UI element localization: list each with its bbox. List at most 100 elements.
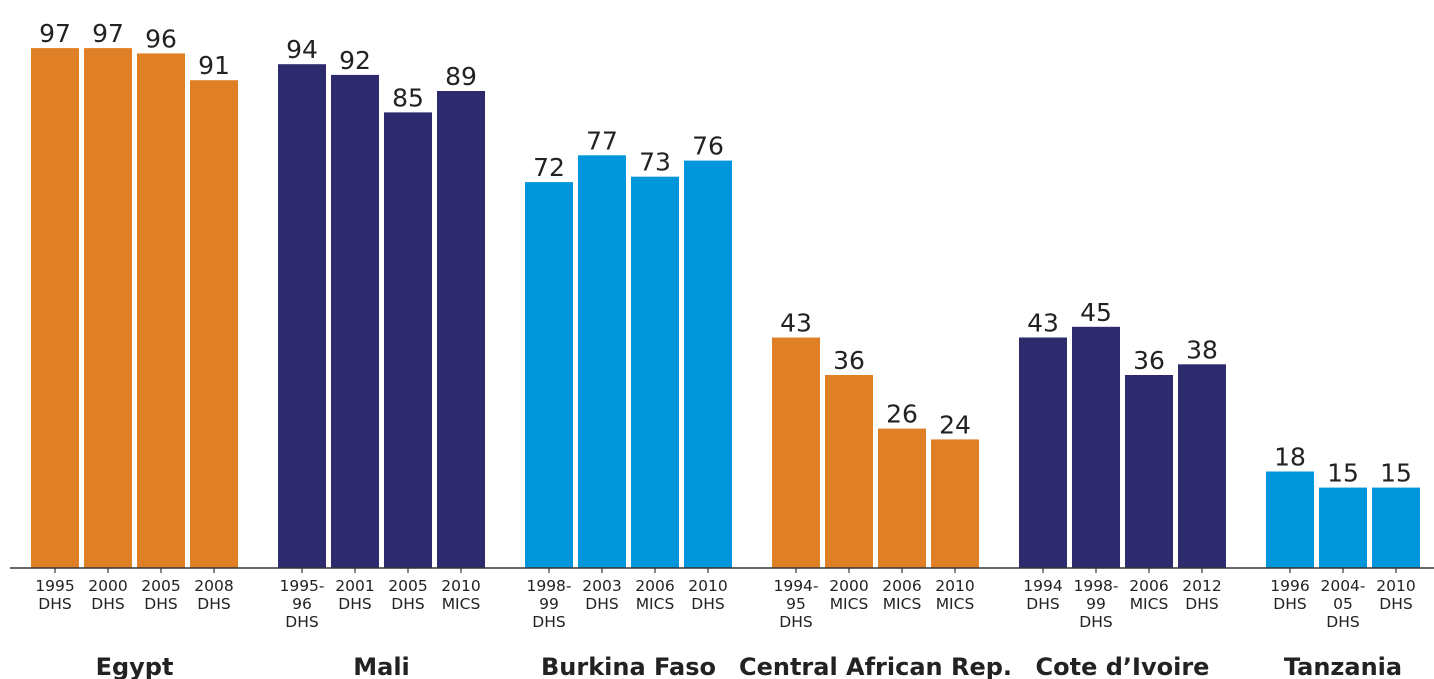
bar (384, 112, 432, 569)
x-tick-label: DHS (1379, 595, 1412, 613)
data-label: 15 (1380, 459, 1412, 488)
x-tick-label: 2010 (441, 577, 480, 595)
x-tick-label: 2000 (88, 577, 127, 595)
data-label: 96 (145, 24, 177, 53)
data-label: 43 (1027, 309, 1059, 338)
data-label: 97 (92, 19, 124, 48)
x-tick-label: 99 (539, 595, 559, 613)
x-tick-label: 95 (786, 595, 806, 613)
x-tick-label: 2006 (1129, 577, 1168, 595)
x-tick-label: DHS (1273, 595, 1306, 613)
bar (684, 160, 732, 568)
data-label: 89 (445, 62, 477, 91)
data-label: 43 (780, 309, 812, 338)
x-tick-label: 2005 (388, 577, 427, 595)
data-label: 76 (692, 132, 724, 161)
data-label: 91 (198, 51, 230, 80)
x-tick-label: DHS (285, 613, 318, 631)
x-tick-label: 2010 (935, 577, 974, 595)
group-label: Mali (353, 653, 410, 679)
data-label: 72 (533, 153, 565, 182)
x-tick-label: 05 (1333, 595, 1353, 613)
data-label: 97 (39, 19, 71, 48)
x-tick-label: 96 (292, 595, 312, 613)
x-tick-label: DHS (38, 595, 71, 613)
bar (331, 74, 379, 569)
bar (190, 80, 238, 568)
group-label: Egypt (96, 653, 174, 679)
bar (278, 64, 326, 568)
x-tick-label: DHS (691, 595, 724, 613)
bar (437, 91, 485, 568)
x-tick-label: DHS (144, 595, 177, 613)
data-label: 85 (392, 83, 424, 112)
bar (1319, 487, 1367, 568)
bar (931, 439, 979, 568)
data-label: 45 (1080, 298, 1112, 327)
x-tick-label: MICS (830, 595, 869, 613)
bar (137, 53, 185, 568)
x-tick-label: DHS (91, 595, 124, 613)
data-label: 26 (886, 400, 918, 429)
x-tick-label: 99 (1086, 595, 1106, 613)
bar (878, 428, 926, 568)
x-tick-label: 2006 (635, 577, 674, 595)
bar (1178, 364, 1226, 568)
ticks-layer (54, 568, 1397, 573)
bar (631, 176, 679, 568)
bar (1019, 337, 1067, 568)
group-label: Tanzania (1284, 653, 1402, 679)
x-tick-label: MICS (883, 595, 922, 613)
data-label: 92 (339, 46, 371, 75)
x-tick-label: 2006 (882, 577, 921, 595)
x-tick-label: 1994 (1023, 577, 1062, 595)
x-tick-label: 2008 (194, 577, 233, 595)
x-tick-label: DHS (391, 595, 424, 613)
x-tick-label: 1998- (1073, 577, 1118, 595)
bar (525, 182, 573, 568)
group-label: Cote d’Ivoire (1036, 653, 1210, 679)
x-tick-label: DHS (1326, 613, 1359, 631)
x-tick-label: 1998- (526, 577, 571, 595)
bar (1372, 487, 1420, 568)
data-label: 38 (1186, 335, 1218, 364)
x-tick-label: MICS (1130, 595, 1169, 613)
x-tick-label: DHS (197, 595, 230, 613)
bar (84, 48, 132, 569)
x-tick-label: 2012 (1182, 577, 1221, 595)
x-tick-label: 2010 (1376, 577, 1415, 595)
x-tick-label: 2005 (141, 577, 180, 595)
data-label: 77 (586, 126, 618, 155)
data-label: 94 (286, 35, 318, 64)
x-tick-label: 1995- (279, 577, 324, 595)
x-tick-label: MICS (636, 595, 675, 613)
bar (772, 337, 820, 568)
bar (578, 155, 626, 569)
x-tick-label: 2000 (829, 577, 868, 595)
x-tick-label: DHS (338, 595, 371, 613)
bar (31, 48, 79, 569)
x-tick-label: DHS (532, 613, 565, 631)
x-tick-label: 2003 (582, 577, 621, 595)
x-tick-label: DHS (1079, 613, 1112, 631)
x-tick-label: 2010 (688, 577, 727, 595)
labels-layer: 971995DHS972000DHS962005DHS912008DHSEgyp… (35, 19, 1415, 679)
bar (1125, 375, 1173, 568)
x-tick-label: 1996 (1270, 577, 1309, 595)
bar (825, 375, 873, 568)
x-tick-label: 2004- (1320, 577, 1365, 595)
x-tick-label: MICS (936, 595, 975, 613)
x-tick-label: 2001 (335, 577, 374, 595)
x-tick-label: MICS (442, 595, 481, 613)
data-label: 18 (1274, 443, 1306, 472)
group-label: Central African Rep. (739, 653, 1012, 679)
data-label: 15 (1327, 459, 1359, 488)
x-tick-label: DHS (1185, 595, 1218, 613)
bar (1266, 471, 1314, 568)
bars-layer (31, 48, 1420, 569)
group-label: Burkina Faso (541, 653, 716, 679)
x-tick-label: 1995 (35, 577, 74, 595)
data-label: 24 (939, 410, 971, 439)
x-tick-label: DHS (779, 613, 812, 631)
